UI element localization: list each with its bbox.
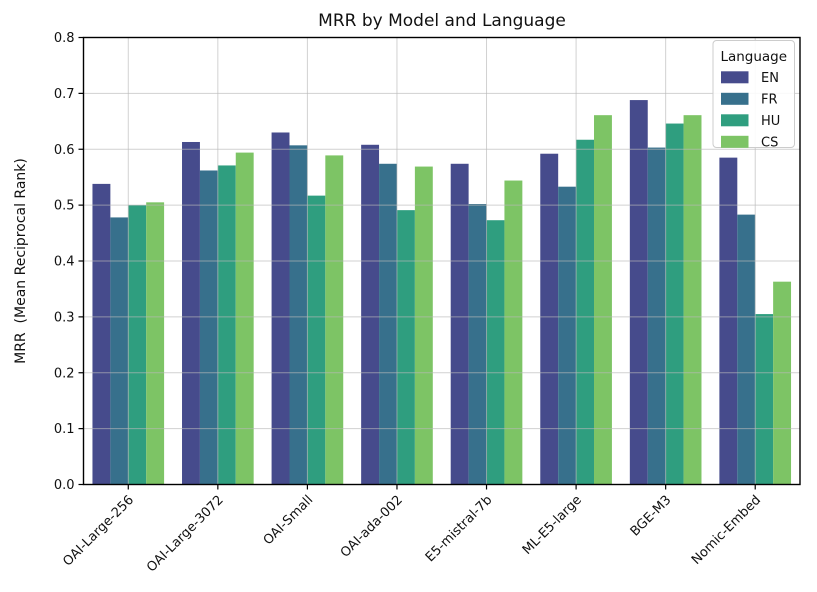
- bar-HU-OAI-Large-256: [128, 205, 147, 485]
- bar-CS-OAI-Small: [325, 155, 344, 485]
- bar-HU-Nomic-Embed: [755, 314, 774, 485]
- y-axis-label: MRR (Mean Reciprocal Rank): [13, 158, 29, 364]
- legend-label-FR: FR: [761, 92, 778, 107]
- legend-label-HU: HU: [761, 114, 780, 129]
- bar-CS-OAI-Large-3072: [235, 152, 254, 485]
- bar-FR-OAI-ada-002: [379, 163, 397, 485]
- bar-HU-ML-E5-large: [576, 139, 594, 485]
- y-tick-label: 0.0: [54, 478, 75, 493]
- bar-FR-OAI-Large-256: [110, 217, 129, 485]
- bar-HU-BGE-M3: [665, 123, 684, 485]
- chart-title: MRR by Model and Language: [318, 11, 566, 31]
- legend-label-EN: EN: [761, 71, 779, 86]
- y-tick-label: 0.5: [54, 199, 75, 214]
- bar-EN-E5-mistral-7b: [450, 163, 469, 485]
- bar-EN-OAI-Large-3072: [182, 141, 200, 485]
- bar-FR-OAI-Large-3072: [199, 170, 218, 485]
- legend-swatch-EN: [721, 71, 749, 84]
- x-tick-label: E5-mistral-7b: [423, 493, 495, 565]
- x-tick-label: ML-E5-large: [520, 493, 585, 558]
- legend-swatch-CS: [721, 135, 749, 148]
- x-tick-label: OAI-Large-256: [60, 493, 137, 570]
- bar-EN-BGE-M3: [629, 100, 648, 485]
- legend-label-CS: CS: [761, 135, 778, 150]
- bar-HU-OAI-ada-002: [396, 210, 415, 485]
- x-tick-label: Nomic-Embed: [689, 493, 764, 568]
- bar-HU-E5-mistral-7b: [486, 220, 505, 485]
- bar-CS-ML-E5-large: [594, 115, 612, 485]
- bar-EN-ML-E5-large: [540, 153, 559, 485]
- y-tick-label: 0.1: [54, 422, 75, 437]
- legend-title: Language: [720, 49, 787, 65]
- bar-FR-Nomic-Embed: [737, 214, 756, 485]
- bar-CS-Nomic-Embed: [773, 281, 792, 485]
- y-tick-label: 0.3: [54, 310, 75, 325]
- legend-swatch-HU: [721, 114, 749, 127]
- bar-EN-OAI-Large-256: [92, 183, 111, 485]
- bar-HU-OAI-Small: [307, 195, 326, 485]
- x-tick-label: OAI-ada-002: [338, 493, 406, 561]
- y-tick-label: 0.8: [54, 31, 75, 46]
- bar-FR-OAI-Small: [289, 145, 308, 485]
- x-tick-label: BGE-M3: [628, 493, 675, 540]
- bar-EN-Nomic-Embed: [719, 157, 738, 485]
- bar-CS-OAI-ada-002: [414, 166, 433, 485]
- x-tick-label: OAI-Large-3072: [144, 493, 227, 576]
- bar-EN-OAI-ada-002: [361, 144, 380, 485]
- bar-FR-ML-E5-large: [558, 186, 577, 485]
- y-tick-label: 0.4: [54, 255, 75, 270]
- bar-CS-E5-mistral-7b: [504, 180, 523, 485]
- y-tick-label: 0.7: [54, 87, 75, 102]
- y-tick-label: 0.2: [54, 366, 75, 381]
- bar-FR-E5-mistral-7b: [468, 204, 487, 485]
- x-tick-label: OAI-Small: [261, 493, 317, 549]
- bar-EN-OAI-Small: [271, 132, 290, 485]
- bar-HU-OAI-Large-3072: [217, 165, 236, 485]
- legend-swatch-FR: [721, 92, 749, 105]
- bar-CS-OAI-Large-256: [146, 202, 165, 485]
- y-tick-label: 0.6: [54, 143, 75, 158]
- bar-FR-BGE-M3: [647, 147, 666, 485]
- bar-CS-BGE-M3: [683, 115, 702, 485]
